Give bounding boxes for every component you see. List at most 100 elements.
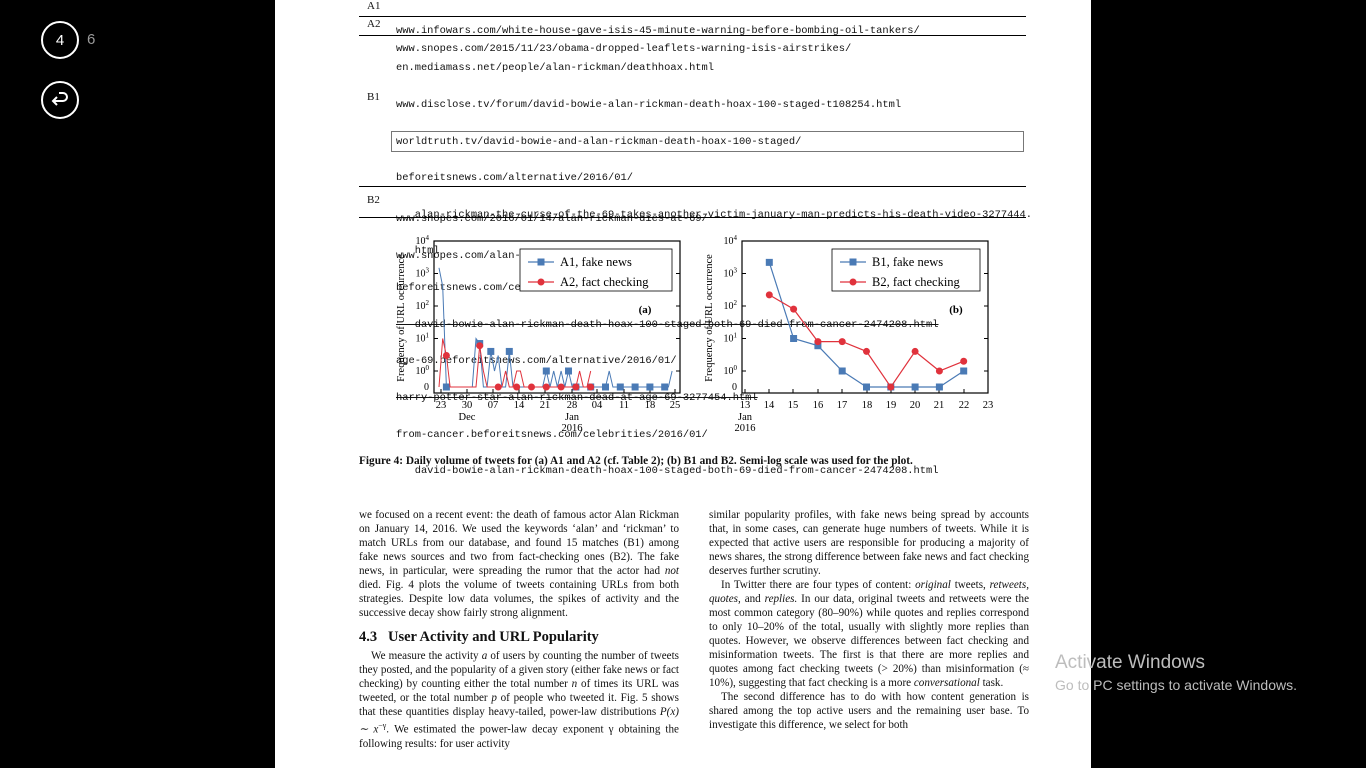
series-line-2 [768, 294, 964, 389]
data-point [542, 367, 550, 375]
series-line-2 [438, 338, 592, 388]
x-tick-label: 28 [567, 400, 578, 411]
y-tick-label: 103 [724, 267, 738, 280]
row-label-b2: B2 [367, 194, 380, 206]
data-point [505, 347, 513, 355]
legend-label: A2, fact checking [560, 275, 649, 289]
y-axis-label: Frequency of URL occurrence [396, 254, 407, 382]
data-point [542, 383, 550, 391]
x-tick-label: 20 [910, 400, 921, 411]
url-line: harry-potter-star-alan-rickman-dead-at-a… [396, 391, 758, 404]
y-tick-label: 102 [724, 299, 738, 312]
row-label-a1: A1 [367, 0, 381, 12]
legend-marker [537, 258, 545, 266]
data-point [442, 351, 450, 359]
data-point [494, 383, 502, 391]
data-point [765, 258, 773, 266]
data-point [565, 367, 572, 375]
data-point [661, 383, 669, 391]
back-button[interactable] [41, 81, 79, 119]
x-tick-label: 19 [886, 400, 897, 411]
x-tick-label: 18 [645, 400, 656, 411]
data-point [887, 383, 895, 391]
x-tick-label: 18 [862, 400, 873, 411]
data-point [528, 383, 535, 391]
y-tick-label: 104 [416, 234, 430, 247]
current-page-indicator[interactable]: 4 [41, 21, 79, 59]
x-tick-label: 17 [837, 400, 848, 411]
legend-marker [849, 258, 857, 266]
x-tick-label: 13 [740, 400, 751, 411]
x-tick-label: 22 [959, 400, 970, 411]
data-point [790, 305, 798, 313]
y-tick-label: 0 [732, 382, 737, 393]
x-tick-label: 16 [813, 400, 824, 411]
data-point [790, 335, 798, 342]
url-line: www.disclose.tv/forum/david-bowie-alan-r… [396, 99, 902, 112]
x-tick-label: 30 [462, 400, 473, 411]
data-point [476, 342, 484, 350]
legend-marker [849, 278, 857, 286]
chart-panel-a: 104 103 102 101 100 0 Frequency of URL occurre… [396, 234, 681, 434]
url-line: www.infowars.com/white-house-gave-isis-4… [396, 25, 920, 38]
data-point [602, 383, 609, 391]
x-tick-label: 14 [764, 400, 775, 411]
x-tick-label: 04 [592, 400, 603, 411]
data-point [587, 383, 595, 391]
right-column: similar popularity profiles, with fake n… [709, 508, 1029, 732]
watermark-subtitle: Go to PC settings to activate Windows. [1055, 677, 1297, 693]
data-point [814, 342, 822, 350]
data-point [838, 367, 846, 375]
watermark-title: Activate Windows [1055, 652, 1205, 673]
url-line: age-69.beforeitsnews.com/alternative/201… [396, 355, 677, 368]
row-urls-a2: www.snopes.com/2015/11/23/obama-dropped-… [396, 19, 851, 80]
paragraph: we focused on a recent event: the death … [359, 509, 679, 619]
y-tick-label: 0 [424, 382, 429, 393]
row-label-a2: A2 [367, 18, 381, 30]
data-point [487, 347, 495, 355]
paragraph: In Twitter there are four types of conte… [709, 579, 1029, 689]
y-tick-label: 104 [724, 234, 738, 247]
y-tick-label: 100 [724, 364, 738, 377]
panel-label: (a) [639, 304, 652, 316]
legend-box [831, 248, 981, 292]
section-heading: 4.3 User Activity and URL Popularity [359, 629, 599, 645]
return-arrow-icon [51, 92, 68, 106]
y-tick-label: 101 [416, 332, 430, 345]
url-line: worldtruth.tv/david-bowie-and-alan-rickm… [396, 135, 802, 148]
data-point [960, 367, 968, 375]
legend-label: B2, fact checking [872, 275, 961, 289]
data-point [646, 383, 654, 391]
url-line: beforeitsnews.com/alternative/2016/01/ [396, 172, 633, 185]
x-month-label: Jan [565, 412, 580, 423]
table-rule [359, 186, 1026, 187]
x-tick-label: 21 [540, 400, 551, 411]
x-tick-label: 23 [983, 400, 994, 411]
data-point [616, 383, 624, 391]
x-tick-label: 11 [619, 400, 629, 411]
total-pages: 6 [87, 31, 96, 48]
data-point [863, 383, 870, 391]
legend-label: B1, fake news [872, 255, 943, 269]
x-tick-label: 21 [934, 400, 945, 411]
paper-page[interactable]: A1 www.infowars.com/white-house-gave-isi… [275, 0, 1091, 768]
panel-label: (b) [949, 304, 963, 316]
x-month-label: Dec [459, 412, 476, 423]
data-point [572, 383, 580, 391]
legend-box [519, 248, 673, 292]
left-column: we focused on a recent event: the death … [359, 508, 679, 751]
x-tick-label: 15 [788, 400, 799, 411]
y-axis-label: Frequency of URL occurrence [704, 254, 715, 382]
x-tick-label: 23 [436, 400, 447, 411]
table-rule [359, 16, 1026, 17]
y-tick-label: 100 [416, 364, 430, 377]
data-point [557, 383, 565, 391]
row-label-b1: B1 [367, 91, 380, 103]
y-tick-label: 103 [416, 267, 430, 280]
paragraph: similar popularity profiles, with fake n… [709, 509, 1029, 577]
url-line: david-bowie-alan-rickman-death-hoax-100-… [396, 465, 939, 478]
y-tick-label: 102 [416, 299, 430, 312]
x-tick-label: 14 [514, 400, 525, 411]
figure-caption: Figure 4: Daily volume of tweets for (a)… [359, 455, 913, 467]
data-point [935, 367, 943, 375]
